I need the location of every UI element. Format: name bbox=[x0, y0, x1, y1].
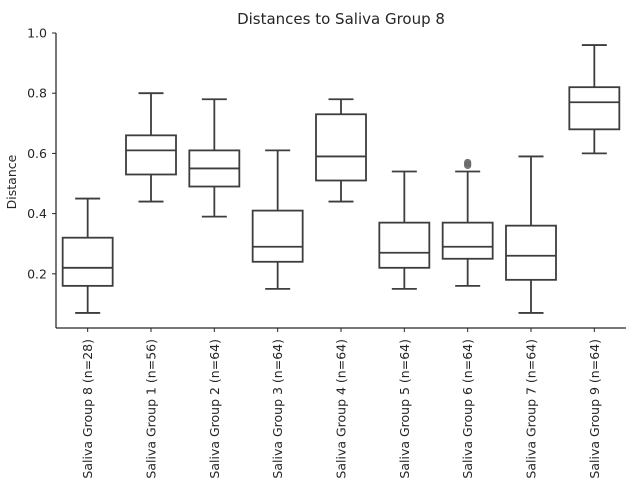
iqr-box bbox=[441, 221, 494, 260]
y-tick-label: 1.0 bbox=[27, 26, 47, 41]
box-group bbox=[441, 158, 494, 287]
x-tick-label: Saliva Group 6 (n=64) bbox=[460, 339, 475, 479]
box-group bbox=[188, 98, 241, 218]
y-tick-label: 0.4 bbox=[27, 206, 47, 221]
x-tick-label: Saliva Group 5 (n=64) bbox=[397, 339, 412, 479]
y-tick-label: 0.2 bbox=[27, 266, 47, 281]
iqr-box bbox=[251, 209, 304, 263]
x-tick-label: Saliva Group 3 (n=64) bbox=[270, 339, 285, 479]
iqr-box bbox=[378, 221, 431, 269]
box-group bbox=[61, 197, 114, 314]
iqr-box bbox=[315, 113, 367, 182]
x-tick-label: Saliva Group 8 (n=28) bbox=[80, 339, 95, 479]
box-group bbox=[125, 92, 177, 203]
box-group bbox=[251, 149, 304, 290]
iqr-box bbox=[505, 224, 557, 281]
x-tick-label: Saliva Group 2 (n=64) bbox=[207, 339, 222, 479]
x-tick-label: Saliva Group 4 (n=64) bbox=[334, 339, 349, 479]
plot-area bbox=[61, 44, 621, 314]
y-axis-ticks: 0.2 0.4 0.6 0.8 1.0 bbox=[27, 26, 56, 281]
iqr-box bbox=[125, 134, 177, 176]
iqr-box bbox=[61, 236, 114, 287]
y-tick-label: 0.6 bbox=[27, 146, 47, 161]
box-group bbox=[505, 155, 557, 314]
x-tick-label: Saliva Group 7 (n=64) bbox=[524, 339, 539, 479]
y-axis-label: Distance bbox=[4, 154, 19, 209]
chart-title: Distances to Saliva Group 8 bbox=[237, 10, 445, 28]
x-tick-label: Saliva Group 9 (n=64) bbox=[587, 339, 602, 479]
iqr-box bbox=[568, 86, 621, 131]
x-axis-ticks: Saliva Group 8 (n=28) Saliva Group 1 (n=5… bbox=[80, 328, 602, 479]
x-tick-label: Saliva Group 1 (n=56) bbox=[144, 339, 159, 479]
box-group bbox=[378, 170, 431, 290]
box-group bbox=[568, 44, 621, 155]
y-tick-label: 0.8 bbox=[27, 86, 47, 101]
box-group bbox=[315, 98, 367, 203]
outlier-point bbox=[464, 158, 472, 167]
